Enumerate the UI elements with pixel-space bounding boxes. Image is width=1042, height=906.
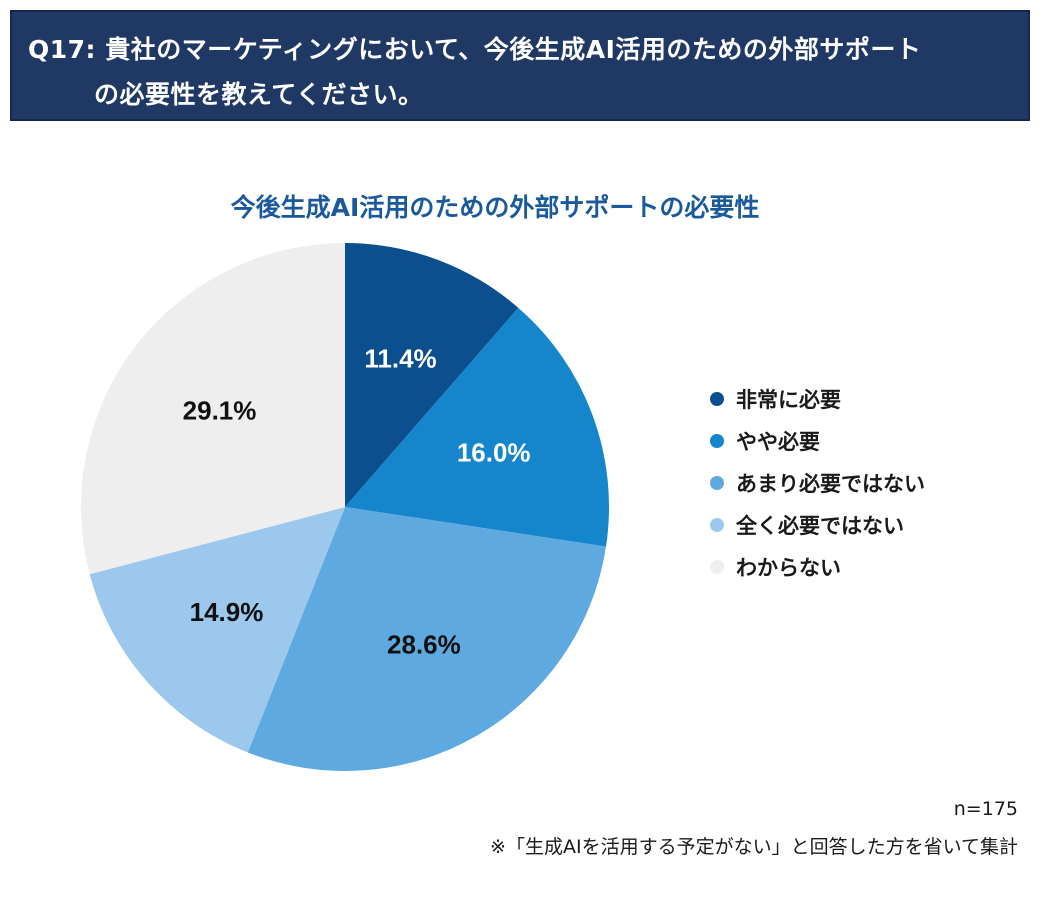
slice-label-5: 29.1% [183, 395, 257, 425]
legend-item-1: 非常に必要 [710, 378, 1010, 420]
slice-label-1: 11.4% [364, 344, 436, 374]
pie-slice-4 [89, 507, 345, 753]
slice-label-4: 14.9% [190, 597, 264, 627]
pie-chart: 11.4% 16.0% 28.6% 14.9% 29.1% [81, 243, 610, 772]
legend-label: 全く必要ではない [736, 514, 904, 538]
sample-size: n=175 [953, 798, 1018, 820]
pie-slice-2 [345, 307, 610, 547]
question-text-line-1: Q17: 貴社のマーケティングにおいて、今後生成AI活用のための外部サポート [28, 35, 922, 64]
legend-label: あまり必要ではない [736, 472, 925, 496]
slice-label-3: 28.6% [387, 629, 461, 659]
chart-title: 今後生成AI活用のための外部サポートの必要性 [230, 193, 760, 222]
legend-item-5: わからない [710, 546, 1010, 588]
legend-item-2: やや必要 [710, 420, 1010, 462]
question-text-line-2: の必要性を教えてください。 [94, 80, 424, 109]
chart-legend: 非常に必要やや必要あまり必要ではない 全く必要ではない わからない [710, 378, 1010, 588]
question-banner: Q17: 貴社のマーケティングにおいて、今後生成AI活用のための外部サポート の… [10, 10, 1030, 121]
pie-slice-1 [345, 243, 519, 507]
legend-swatch [710, 560, 724, 574]
legend-swatch [710, 518, 724, 532]
pie-slice-3 [247, 507, 607, 772]
legend-swatch [710, 392, 724, 406]
legend-swatch [710, 476, 724, 490]
legend-swatch [710, 434, 724, 448]
legend-label: わからない [736, 556, 841, 580]
pie-slice-5 [81, 243, 346, 575]
footnote: ※「生成AIを活用する予定がない」と回答した方を省いて集計 [490, 836, 1018, 858]
legend-label: やや必要 [736, 430, 820, 454]
legend-label: 非常に必要 [736, 388, 841, 412]
slice-label-2: 16.0% [457, 437, 531, 467]
legend-item-4: 全く必要ではない [710, 504, 1010, 546]
legend-item-3: あまり必要ではない [710, 462, 1010, 504]
